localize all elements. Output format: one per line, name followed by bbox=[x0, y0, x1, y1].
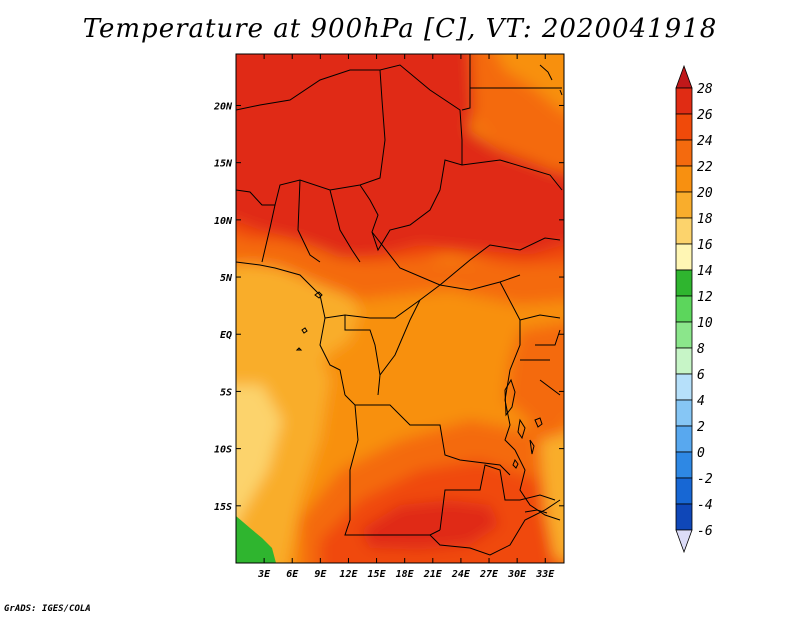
border-zambia bbox=[439, 464, 556, 531]
lakes-south bbox=[512, 417, 548, 514]
lon-tick-label: 9E bbox=[314, 569, 327, 580]
colorbar-label: 20 bbox=[697, 186, 713, 201]
colorbar-label: 26 bbox=[697, 108, 713, 123]
lat-tick-label: 5S bbox=[220, 387, 232, 398]
y-axis: 20N 15N 10N 5N EQ 5S 10S 15S bbox=[213, 101, 564, 513]
border-chad-sudan bbox=[359, 159, 563, 252]
lon-tick-label: 33E bbox=[535, 569, 555, 580]
lon-tick-label: 24E bbox=[451, 569, 471, 580]
lat-tick-label: EQ bbox=[220, 330, 232, 341]
colorbar-label: 12 bbox=[697, 290, 713, 305]
colorbar-bottom-cap bbox=[675, 529, 693, 554]
colorbar-swatch bbox=[675, 269, 693, 297]
field-green-patch bbox=[236, 516, 276, 563]
colorbar-label: 14 bbox=[697, 264, 713, 279]
colorbar-swatch bbox=[675, 217, 693, 245]
colorbar-swatch bbox=[675, 321, 693, 349]
lat-tick-label: 5N bbox=[220, 273, 233, 284]
colorbar-swatch bbox=[675, 295, 693, 323]
colorbar-swatch bbox=[675, 347, 693, 375]
lat-tick-label: 15S bbox=[214, 502, 232, 513]
grads-credit: GrADS: IGES/COLA bbox=[4, 604, 91, 614]
field-se-corner bbox=[540, 434, 564, 560]
lon-tick-label: 15E bbox=[368, 569, 387, 580]
lon-tick-label: 6E bbox=[286, 569, 299, 580]
lon-tick-label: 27E bbox=[479, 569, 499, 580]
colorbar-label: -2 bbox=[697, 472, 713, 487]
lat-tick-label: 10N bbox=[214, 216, 233, 227]
colorbar-label: 24 bbox=[697, 134, 713, 149]
lon-tick-label: 3E bbox=[257, 569, 271, 580]
lon-tick-label: 21E bbox=[423, 569, 443, 580]
colorbar-swatch bbox=[675, 425, 693, 453]
colorbar-label: 18 bbox=[697, 212, 713, 227]
field-sahara-hot bbox=[236, 54, 564, 258]
colorbar-label: -6 bbox=[697, 524, 713, 539]
field-zambia-core bbox=[360, 500, 500, 550]
colorbar-swatch bbox=[675, 243, 693, 271]
colorbar-label: -4 bbox=[697, 498, 713, 513]
colorbar-label: 8 bbox=[697, 342, 705, 357]
temperature-field bbox=[236, 54, 564, 563]
coast-nile-delta bbox=[539, 64, 563, 96]
colorbar-label: 10 bbox=[697, 316, 713, 331]
chart-title: Temperature at 900hPa [C], VT: 202004191… bbox=[82, 14, 718, 44]
lat-tick-label: 20N bbox=[213, 101, 233, 112]
colorbar-label: 4 bbox=[697, 394, 705, 409]
border-algeria bbox=[236, 69, 380, 111]
field-northeast-mild bbox=[497, 54, 564, 112]
colorbar-swatch bbox=[675, 451, 693, 479]
country-borders bbox=[236, 54, 563, 556]
lakes-west bbox=[295, 291, 323, 351]
plot-frame bbox=[235, 53, 565, 564]
colorbar-swatch bbox=[675, 87, 693, 115]
colorbar-label: 28 bbox=[697, 82, 713, 97]
colorbar-swatch bbox=[675, 399, 693, 427]
colorbar-label: 0 bbox=[697, 446, 705, 461]
colorbar-label: 6 bbox=[697, 368, 705, 383]
border-drc-angola bbox=[344, 394, 511, 476]
border-congo bbox=[344, 299, 421, 396]
colorbar-label: 22 bbox=[697, 160, 713, 175]
colorbar-top-cap bbox=[675, 64, 693, 89]
border-sahara-west bbox=[236, 64, 463, 206]
lat-tick-label: 10S bbox=[214, 445, 232, 456]
colorbar-swatch bbox=[675, 477, 693, 505]
border-south-sudan bbox=[371, 231, 561, 286]
colorbar-swatch bbox=[675, 113, 693, 141]
field-east-africa-warm bbox=[505, 322, 564, 430]
lon-tick-label: 18E bbox=[396, 569, 415, 580]
colorbar-label: 16 bbox=[697, 238, 713, 253]
colorbar-swatch bbox=[675, 139, 693, 167]
coast-gulf-guinea bbox=[236, 261, 326, 319]
border-nigeria bbox=[261, 179, 361, 263]
field-sw-coast-mild bbox=[236, 292, 330, 563]
colorbar-swatch bbox=[675, 373, 693, 401]
lon-tick-label: 12E bbox=[339, 569, 358, 580]
lakes-rift bbox=[504, 378, 535, 455]
x-axis: 3E 6E 9E 12E 15E 18E 21E 24E 27E 30E 33E bbox=[257, 54, 555, 580]
lat-tick-label: 15N bbox=[214, 159, 233, 170]
colorbar-swatch bbox=[675, 165, 693, 193]
colorbar-label: 2 bbox=[697, 420, 705, 435]
colorbar-swatch bbox=[675, 191, 693, 219]
colorbar-swatch bbox=[675, 503, 693, 531]
border-gabon bbox=[319, 317, 346, 396]
lon-tick-label: 30E bbox=[507, 569, 527, 580]
border-malawi-moz bbox=[514, 449, 561, 521]
border-east-africa bbox=[519, 314, 561, 396]
